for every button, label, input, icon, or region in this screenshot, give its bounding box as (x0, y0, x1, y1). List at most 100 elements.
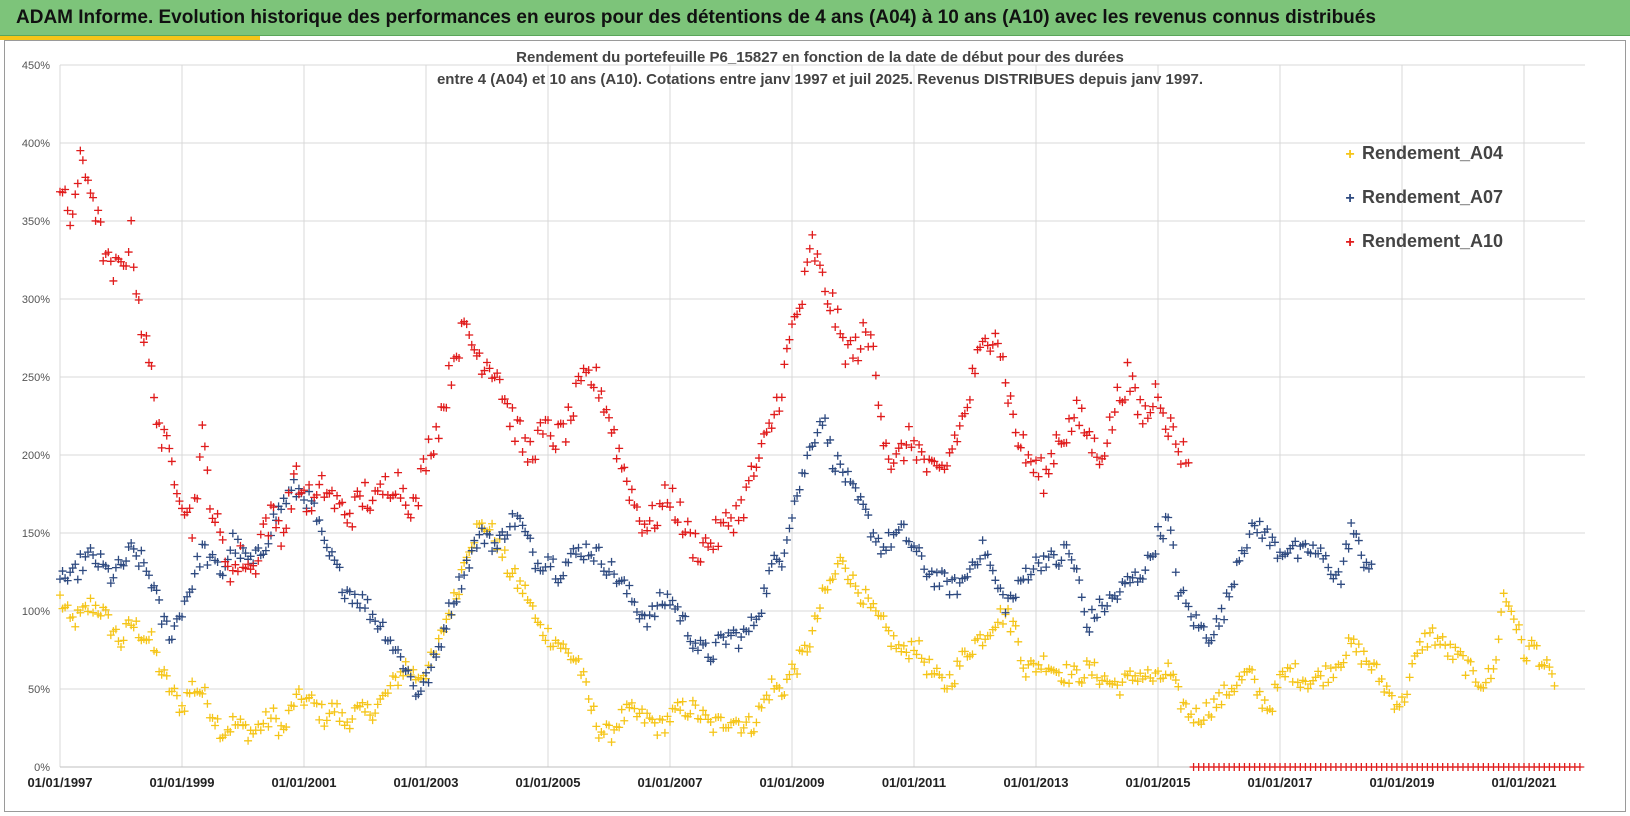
data-point-rendement-a04 (742, 718, 751, 727)
data-point-rendement-a04 (937, 673, 946, 682)
data-point-rendement-a10 (1037, 453, 1046, 462)
data-point-rendement-a04 (1504, 602, 1513, 611)
y-tick-label: 450% (22, 60, 50, 72)
data-point-rendement-a04 (1431, 641, 1440, 650)
data-point-rendement-a07 (775, 557, 784, 566)
data-point-rendement-a10 (1021, 458, 1030, 467)
data-point-rendement-a04 (627, 698, 636, 707)
data-point-rendement-a10 (904, 422, 913, 431)
data-point-rendement-a10 (447, 381, 456, 390)
data-point-rendement-a10 (66, 221, 75, 230)
data-point-rendement-a07 (228, 529, 237, 538)
data-point-rendement-a07 (800, 469, 809, 478)
data-point-rendement-a07 (1209, 630, 1218, 639)
data-point-rendement-a10 (274, 516, 283, 525)
data-point-rendement-a10 (666, 503, 674, 512)
data-point-rendement-a04 (221, 731, 230, 740)
data-point-rendement-a07 (666, 600, 674, 609)
data-point-rendement-a04 (782, 675, 791, 684)
data-point-rendement-a10 (350, 492, 359, 501)
data-point-rendement-a07 (1067, 555, 1076, 564)
data-point-rendement-a04 (1359, 647, 1368, 656)
data-point-rendement-a07 (1100, 607, 1109, 616)
data-point-rendement-a07 (104, 564, 113, 573)
data-point-rendement-a10 (429, 450, 438, 459)
data-point-rendement-a04 (368, 716, 377, 725)
data-point-rendement-a07 (978, 536, 987, 545)
data-point-rendement-a04 (442, 615, 451, 624)
data-point-rendement-a04 (1014, 637, 1023, 646)
data-point-rendement-a07 (1324, 563, 1333, 572)
data-point-rendement-a07 (953, 590, 962, 599)
data-point-rendement-a07 (81, 552, 90, 561)
data-point-rendement-a04 (544, 624, 552, 633)
data-point-rendement-a07 (983, 550, 992, 559)
x-tick-label: 01/01/1999 (149, 775, 214, 790)
data-point-rendement-a10 (955, 421, 964, 430)
data-point-rendement-a04 (1403, 690, 1412, 699)
data-point-rendement-a10 (465, 331, 474, 340)
data-point-rendement-a10 (1161, 425, 1170, 434)
data-point-rendement-a10 (63, 206, 72, 215)
data-point-rendement-a04 (322, 716, 331, 725)
data-point-rendement-a07 (477, 524, 486, 533)
chart-frame (4, 40, 1626, 812)
data-point-rendement-a10 (589, 383, 598, 392)
data-point-rendement-a10 (124, 248, 133, 257)
data-point-rendement-a04 (68, 612, 77, 621)
data-point-rendement-a10 (749, 472, 758, 481)
data-point-rendement-a04 (907, 637, 916, 646)
data-point-rendement-a10 (884, 455, 893, 464)
data-point-rendement-a10 (1151, 380, 1160, 389)
data-point-rendement-a10 (432, 422, 441, 431)
data-point-rendement-a07 (569, 544, 578, 553)
legend-label-a10: Rendement_A10 (1362, 231, 1503, 251)
data-point-rendement-a10 (419, 454, 428, 463)
data-point-rendement-a10 (1136, 395, 1145, 404)
data-point-rendement-a10 (1070, 413, 1079, 422)
data-point-rendement-a07 (607, 557, 616, 566)
data-point-rendement-a10 (1032, 456, 1040, 465)
data-point-rendement-a10 (821, 287, 830, 296)
data-point-rendement-a04 (1230, 687, 1239, 696)
data-point-rendement-a10 (752, 463, 761, 472)
data-point-rendement-a07 (1065, 549, 1074, 558)
data-point-rendement-a07 (455, 572, 464, 581)
data-point-rendement-a10 (1009, 410, 1018, 419)
data-point-rendement-a04 (383, 689, 392, 698)
data-point-rendement-a10 (269, 503, 278, 512)
data-point-rendement-a04 (508, 569, 517, 578)
data-point-rendement-a10 (185, 504, 194, 513)
data-point-rendement-a07 (1301, 539, 1310, 548)
data-point-rendement-a04 (488, 519, 497, 528)
data-point-rendement-a04 (1016, 656, 1025, 665)
data-point-rendement-a04 (1436, 640, 1445, 649)
data-point-rendement-a10 (495, 375, 504, 384)
data-point-rendement-a04 (172, 691, 181, 700)
data-point-rendement-a10 (696, 557, 705, 566)
data-point-rendement-a04 (1423, 642, 1432, 651)
data-point-rendement-a04 (998, 619, 1007, 628)
data-point-rendement-a04 (1220, 681, 1229, 690)
data-point-rendement-a04 (1123, 671, 1132, 680)
data-point-rendement-a04 (592, 722, 601, 731)
data-point-rendement-a04 (449, 588, 458, 597)
data-point-rendement-a07 (1062, 540, 1071, 549)
data-point-rendement-a04 (208, 713, 217, 722)
data-point-rendement-a07 (737, 633, 746, 642)
data-point-rendement-a07 (480, 539, 489, 548)
data-point-rendement-a04 (104, 610, 113, 619)
data-point-rendement-a10 (205, 504, 214, 513)
data-point-rendement-a10 (523, 457, 532, 466)
data-point-rendement-a04 (455, 590, 464, 599)
data-point-rendement-a04 (579, 667, 588, 676)
data-point-rendement-a07 (643, 622, 652, 631)
data-point-rendement-a04 (849, 571, 857, 580)
data-point-rendement-a10 (635, 517, 644, 526)
data-point-rendement-a07 (709, 655, 718, 664)
data-point-rendement-a10 (544, 416, 552, 425)
data-point-rendement-a04 (884, 626, 893, 635)
data-point-rendement-a04 (297, 695, 306, 704)
data-point-rendement-a10 (846, 336, 855, 345)
data-point-rendement-a07 (915, 543, 924, 552)
